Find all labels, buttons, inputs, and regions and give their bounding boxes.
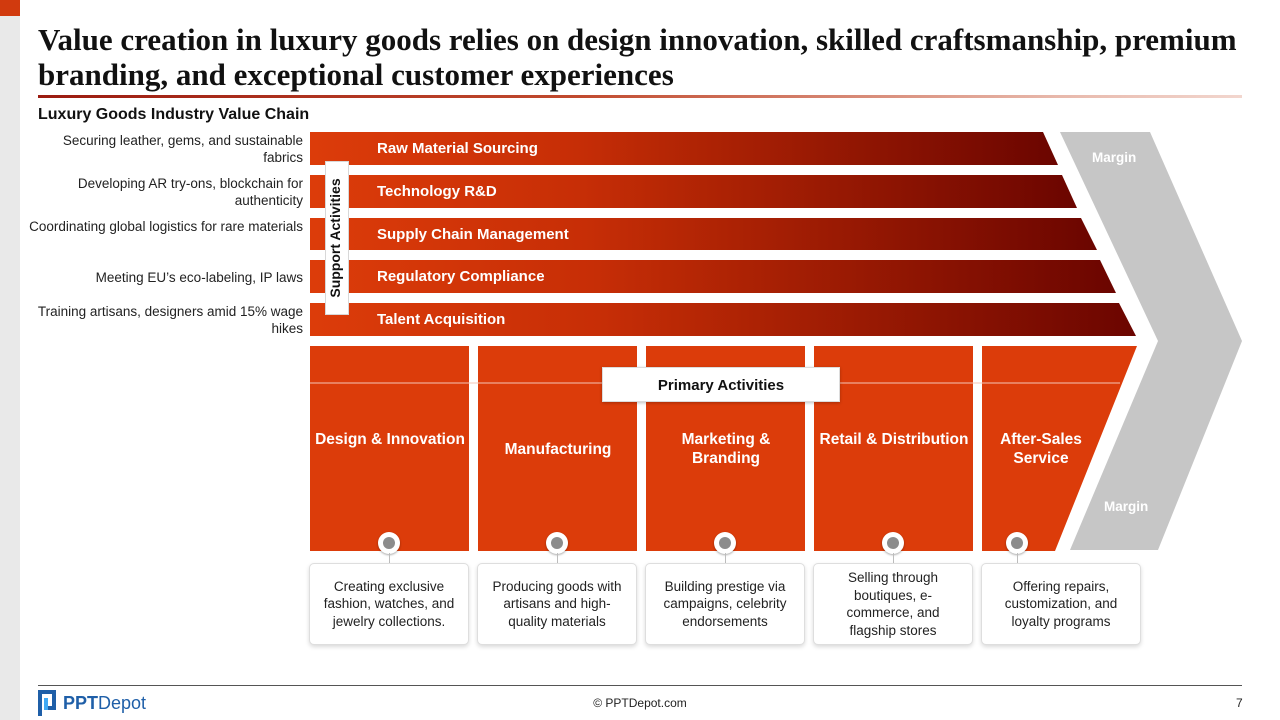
primary-label-marketing: Marketing & Branding [681,431,771,467]
pin-stem [557,553,558,565]
left-accent-mark [0,0,20,16]
primary-description-manufacturing: Producing goods with artisans and high-q… [477,563,637,645]
support-description-technology: Developing AR try-ons, blockchain for au… [77,176,303,208]
support-description-supply-chain: Coordinating global logistics for rare m… [29,219,303,234]
primary-description-design: Creating exclusive fashion, watches, and… [309,563,469,645]
margin-label-bottom: Margin [1104,499,1149,514]
primary-column-retail [814,346,973,551]
pin-stem [725,553,726,565]
diagram-subtitle: Luxury Goods Industry Value Chain [38,106,310,123]
support-bar-regulatory [310,260,1116,293]
support-description-raw-material: Securing leather, gems, and sustainable … [62,133,303,165]
pptdepot-logo-icon [38,690,56,716]
support-bar-raw-material [310,132,1058,165]
support-description-talent: Training artisans, designers amid 15% wa… [37,304,303,336]
pin-marker-icon [546,532,568,554]
title-underline [38,95,1242,98]
primary-activities-label: Primary Activities [602,367,840,402]
support-activities-label: Support Activities [327,178,343,298]
support-bar-supply-chain [310,218,1097,250]
margin-label-top: Margin [1092,150,1137,165]
support-activities-box [325,161,349,315]
support-label-raw-material: Raw Material Sourcing [377,140,538,157]
pin-marker-icon [378,532,400,554]
pin-stem [389,553,390,565]
left-sidebar-strip [0,0,20,720]
support-description-regulatory: Meeting EU’s eco-labeling, IP laws [95,270,303,285]
primary-label-after-sales: After-Sales Service [1000,431,1082,467]
pin-marker-icon [1006,532,1028,554]
support-bar-talent [310,303,1136,336]
support-label-talent: Talent Acquisition [377,311,506,328]
primary-label-manufacturing: Manufacturing [504,441,612,458]
support-label-technology: Technology R&D [377,183,497,200]
pin-marker-icon [882,532,904,554]
primary-column-after-sales [982,346,1137,551]
support-bar-technology [310,175,1077,208]
slide-title: Value creation in luxury goods relies on… [38,22,1237,92]
primary-description-after-sales: Offering repairs, customization, and loy… [981,563,1141,645]
pin-stem [1017,553,1018,565]
margin-chevron [1060,132,1242,550]
support-label-regulatory: Regulatory Compliance [377,268,545,285]
support-label-supply-chain: Supply Chain Management [377,226,569,243]
primary-description-marketing: Building prestige via campaigns, celebri… [645,563,805,645]
footer-divider [38,685,1242,686]
pptdepot-logo: PPTDepot [38,690,146,716]
primary-label-retail: Retail & Distribution [819,431,969,448]
primary-label-design: Design & Innovation [315,431,465,448]
copyright-text: © PPTDepot.com [593,696,687,710]
pin-stem [893,553,894,565]
logo-wordmark: PPTDepot [63,692,147,713]
page-number: 7 [1236,696,1243,710]
pin-marker-icon [714,532,736,554]
primary-description-retail: Selling through boutiques, e-commerce, a… [813,563,973,645]
primary-column-design [310,346,469,551]
